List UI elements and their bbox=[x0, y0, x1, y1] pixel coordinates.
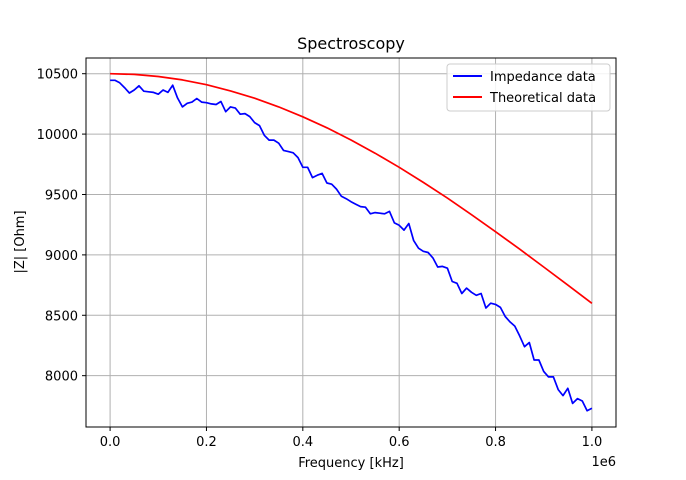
impedance-data-line bbox=[110, 79, 593, 412]
x-tick-label: 0.0 bbox=[100, 435, 121, 450]
grid bbox=[86, 58, 616, 427]
theoretical-data-line bbox=[110, 72, 593, 304]
legend: Impedance data Theoretical data bbox=[446, 63, 611, 112]
x-tick-label: 0.6 bbox=[389, 435, 410, 450]
plot-series bbox=[110, 72, 593, 412]
x-tick-label: 0.8 bbox=[485, 435, 506, 450]
y-axis-ticks: 8000 8500 9000 9500 10000 10500 bbox=[37, 68, 86, 385]
y-tick-label: 9000 bbox=[45, 249, 78, 264]
x-axis-offset-text: 1e6 bbox=[591, 455, 616, 470]
y-tick-label: 9500 bbox=[45, 188, 78, 203]
chart-title: Spectroscopy bbox=[297, 34, 405, 53]
legend-label-theoretical: Theoretical data bbox=[489, 91, 596, 106]
y-tick-label: 10000 bbox=[37, 128, 78, 143]
x-tick-label: 0.4 bbox=[292, 435, 313, 450]
x-tick-label: 0.2 bbox=[196, 435, 217, 450]
legend-label-impedance: Impedance data bbox=[490, 70, 596, 85]
y-axis-label: |Z| [Ohm] bbox=[13, 210, 28, 273]
legend-box bbox=[446, 63, 611, 112]
plot-area-frame bbox=[85, 57, 617, 428]
x-axis-ticks: 0.0 0.2 0.4 0.6 0.8 1.0 bbox=[100, 427, 603, 450]
y-tick-label: 8000 bbox=[45, 370, 78, 385]
y-tick-label: 10500 bbox=[37, 68, 78, 83]
x-tick-label: 1.0 bbox=[582, 435, 603, 450]
x-axis-label: Frequency [kHz] bbox=[298, 456, 404, 471]
y-tick-label: 8500 bbox=[45, 309, 78, 324]
